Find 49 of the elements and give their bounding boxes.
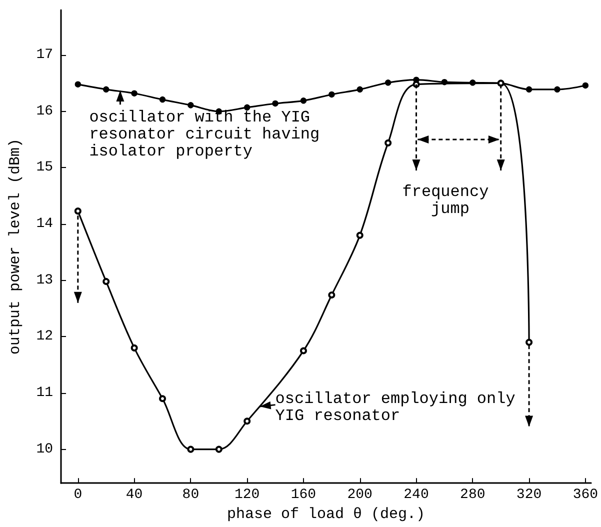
point — [159, 96, 166, 103]
point — [130, 344, 138, 352]
y-tick-label: 14 — [36, 216, 53, 232]
point — [470, 80, 476, 86]
point — [102, 278, 110, 285]
point — [526, 86, 532, 93]
annotation: oscillator employing only YIG resonator — [275, 390, 525, 426]
point — [74, 81, 82, 88]
point — [328, 291, 336, 298]
annotation: frequency jump — [402, 182, 498, 218]
x-tick-label: 120 — [234, 487, 260, 504]
point — [582, 82, 589, 89]
point — [159, 395, 166, 402]
point — [187, 446, 194, 453]
point — [215, 446, 222, 453]
y-tick-label: 11 — [36, 384, 53, 401]
point — [356, 232, 364, 239]
x-tick-label: 200 — [347, 487, 372, 504]
point — [74, 208, 82, 215]
x-tick-label: 0 — [74, 487, 82, 504]
point — [131, 90, 138, 96]
y-axis-title: output power level (dBm) — [7, 138, 24, 355]
x-axis-title: phase of load θ (deg.) — [227, 506, 426, 523]
y-tick-label: 10 — [36, 441, 53, 458]
x-tick-label: 160 — [290, 487, 316, 504]
x-tick-label: 280 — [460, 487, 486, 504]
point — [103, 86, 110, 93]
y-tick-label: 16 — [36, 103, 53, 120]
y-tick-label: 17 — [36, 47, 53, 64]
point — [244, 418, 251, 425]
x-tick-label: 80 — [182, 487, 200, 504]
y-tick-label: 12 — [36, 328, 53, 345]
x-tick-label: 320 — [516, 487, 542, 504]
x-tick-label: 40 — [126, 487, 143, 504]
point — [384, 80, 392, 86]
x-tick-label: 240 — [404, 487, 429, 504]
point — [554, 86, 560, 93]
point — [526, 338, 533, 346]
y-tick-label: 13 — [36, 272, 53, 288]
x-tick-label: 360 — [572, 487, 598, 504]
point — [384, 139, 392, 146]
point — [356, 86, 363, 93]
point — [328, 91, 335, 98]
point — [300, 98, 307, 104]
point — [272, 100, 278, 107]
y-tick-label: 15 — [36, 160, 53, 176]
point — [188, 102, 194, 108]
point — [441, 78, 448, 86]
point — [300, 347, 307, 354]
